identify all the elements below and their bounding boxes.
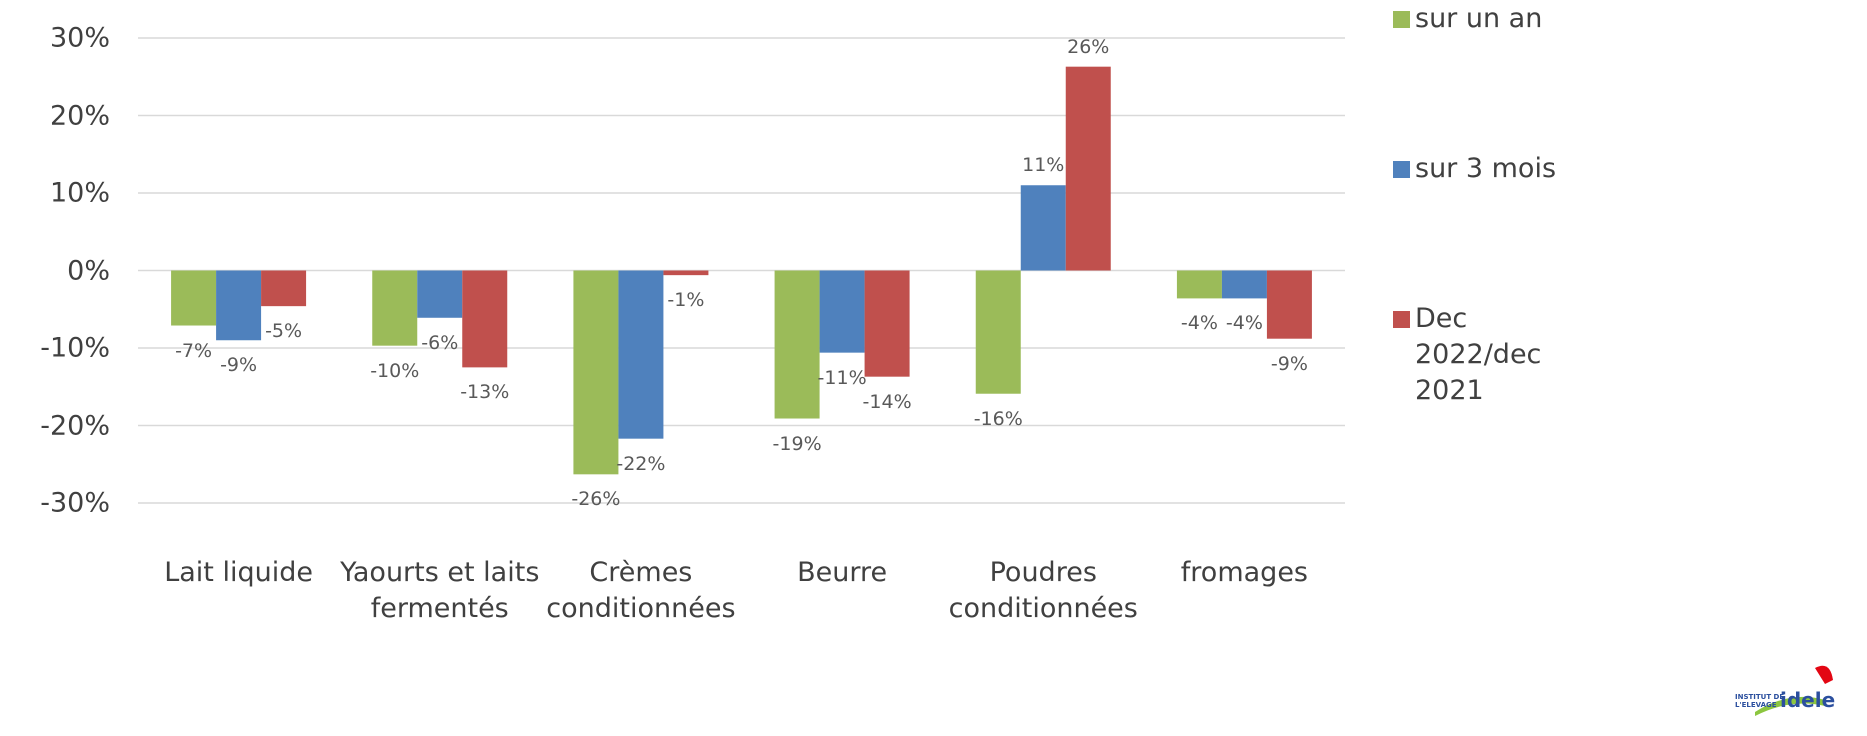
bar [462, 270, 508, 368]
data-label: -11% [817, 366, 867, 389]
legend-label: sur un an [1415, 3, 1543, 34]
bar [975, 270, 1021, 394]
x-tick-label: Poudres conditionnées [948, 557, 1138, 624]
y-tick-label: -30% [40, 487, 110, 519]
legend-swatch [1393, 311, 1410, 328]
bar [1266, 270, 1312, 339]
data-label: -13% [460, 381, 510, 404]
bar [372, 270, 418, 346]
legend-swatch [1393, 11, 1410, 28]
data-label: -9% [1270, 352, 1308, 375]
y-tick-label: 30% [49, 22, 110, 54]
data-label: -6% [421, 331, 459, 354]
bar [663, 270, 709, 276]
bar [261, 270, 307, 307]
data-label: 11% [1022, 154, 1065, 177]
bar [1176, 270, 1222, 299]
y-tick-label: -20% [40, 410, 110, 441]
bar [1065, 66, 1111, 271]
logo-line1: INSTITUT DE [1735, 693, 1785, 701]
data-label: -5% [265, 320, 303, 343]
legend-swatch [1393, 161, 1410, 178]
data-label: -7% [175, 339, 213, 362]
legend-label: Dec 2022/dec 2021 [1415, 303, 1542, 406]
logo-swoosh [1755, 696, 1825, 716]
y-tick-label: 20% [49, 100, 110, 131]
logo-line2: L'ELEVAGE [1735, 701, 1777, 709]
data-label: -26% [571, 488, 621, 511]
data-label: -1% [667, 289, 705, 312]
bar [1020, 185, 1066, 271]
x-tick-label: Beurre [797, 557, 888, 588]
data-label: -10% [370, 359, 420, 382]
bar [774, 270, 820, 419]
data-label: -16% [973, 407, 1023, 430]
logo-brand: idele [1780, 688, 1836, 712]
bar [171, 270, 217, 326]
data-label: -9% [220, 354, 258, 377]
data-label: -22% [616, 452, 666, 475]
bar [864, 270, 910, 377]
x-tick-label: Lait liquide [164, 557, 313, 588]
bar [417, 270, 463, 318]
x-tick-label: Yaourts et laits fermentés [340, 557, 540, 624]
bar [1221, 270, 1267, 299]
bar [819, 270, 865, 353]
bar [618, 270, 664, 439]
data-label: -4% [1225, 312, 1263, 335]
logo-mark [1815, 665, 1833, 684]
data-label: -14% [862, 390, 912, 413]
bar [216, 270, 262, 341]
x-tick-label: Crèmes conditionnées [546, 557, 736, 624]
bar [573, 270, 619, 475]
data-label: -4% [1180, 312, 1218, 335]
data-label: 26% [1067, 35, 1110, 58]
x-tick-label: fromages [1180, 557, 1308, 588]
y-tick-label: 10% [49, 177, 110, 209]
y-tick-label: -10% [40, 332, 110, 364]
legend-label: sur 3 mois [1415, 153, 1557, 184]
data-label: -19% [772, 432, 822, 455]
y-tick-label: 0% [67, 255, 110, 286]
